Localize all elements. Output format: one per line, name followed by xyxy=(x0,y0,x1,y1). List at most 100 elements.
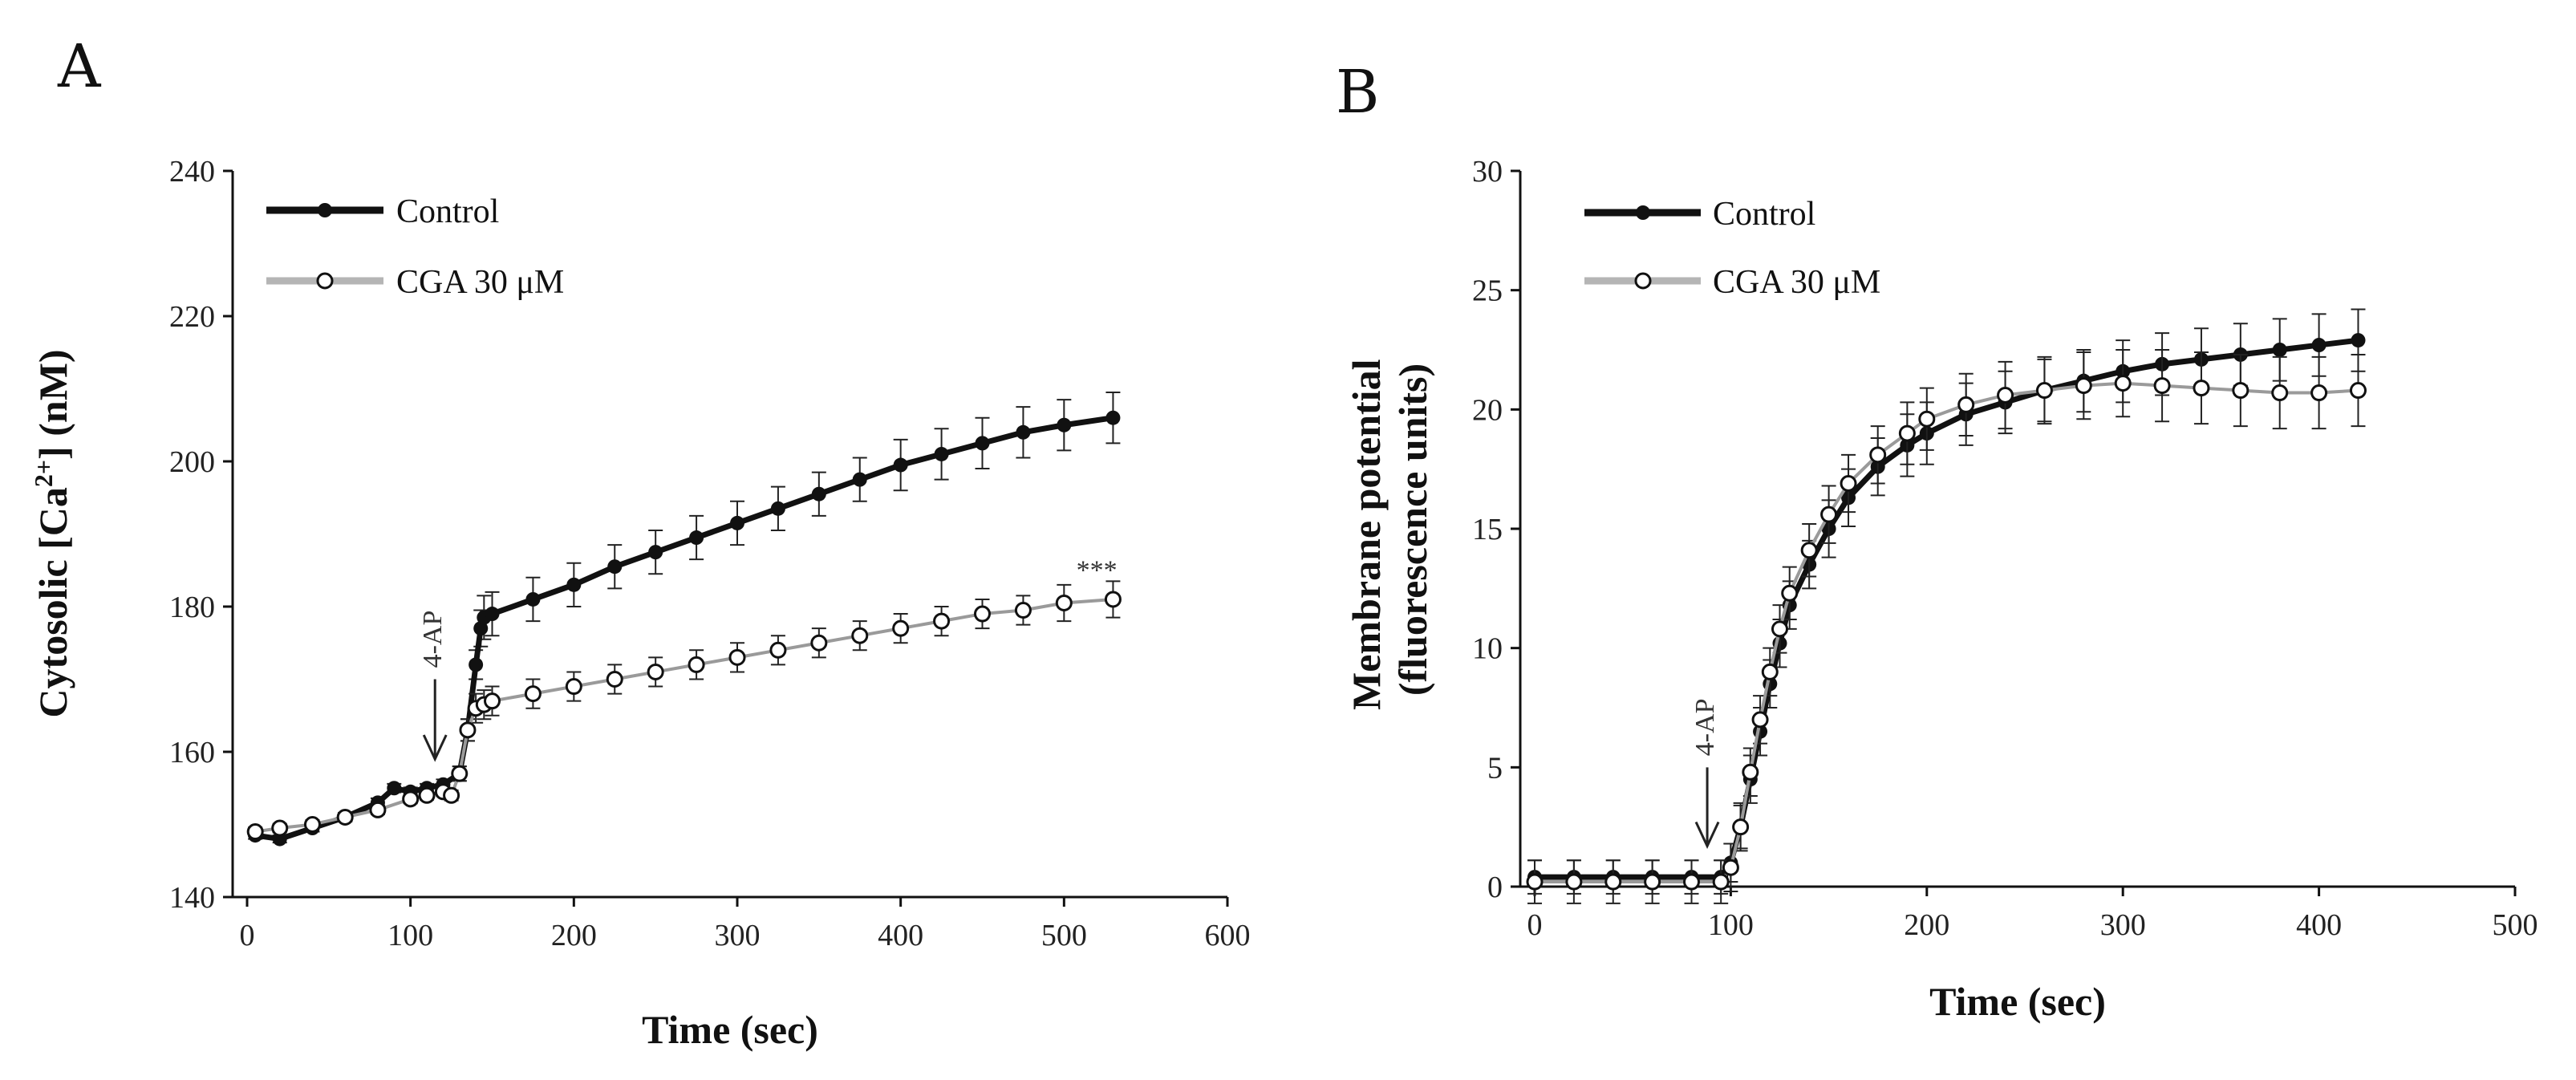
panel-b-x-tick-label: 100 xyxy=(1708,908,1754,942)
panel-b-x-ticks: 0 100 200 300 400 500 xyxy=(1527,887,2538,942)
panel-b-y-tick-label: 15 xyxy=(1472,513,1503,546)
panel-a-x-tick-label: 400 xyxy=(878,919,923,952)
panel-a-control-point xyxy=(689,530,704,546)
panel-a-cga-point xyxy=(1055,594,1073,611)
panel-a-control-point xyxy=(469,657,484,672)
panel-b-letter: B xyxy=(1336,58,1379,127)
panel-a-control-point xyxy=(770,501,785,516)
panel-a-x-ticks: 0 100 200 300 400 500 600 xyxy=(240,897,1251,952)
panel-a-4ap-annotation: 4-AP xyxy=(418,611,448,762)
panel-b-cga-point xyxy=(1732,818,1750,836)
panel-a-cga-point xyxy=(369,801,387,818)
panel-a-4ap-label: 4-AP xyxy=(418,611,448,668)
panel-a-cga-point xyxy=(1014,602,1032,619)
panel-a-y-tick-label: 180 xyxy=(169,591,215,624)
panel-b-cga-point xyxy=(2232,382,2249,400)
panel-b-cga-point xyxy=(1840,475,1857,493)
panel-a-cga-point xyxy=(933,612,951,630)
panel-a-cga-point xyxy=(688,656,705,673)
panel-a-cga-point xyxy=(565,678,582,696)
panel-a-control-point xyxy=(934,446,949,461)
panel-a-cga-point xyxy=(647,663,664,680)
panel-b-cga-line xyxy=(1535,381,2359,884)
panel-a-control-point xyxy=(525,591,541,607)
panel-a-x-tick-label: 200 xyxy=(551,919,597,952)
panel-a-control-point xyxy=(387,781,402,796)
panel-a-x-tick-label: 300 xyxy=(715,919,761,952)
panel-b-series xyxy=(1526,308,2367,904)
panel-b-y-tick-label: 25 xyxy=(1472,274,1503,308)
panel-b-control-point xyxy=(2311,338,2327,353)
panel-a-significance-marker: *** xyxy=(1077,556,1118,586)
panel-a: A 140 160 180 200 220 240 0 100 200 300 400 500 600… xyxy=(29,32,1251,1052)
panel-b-x-tick-label: 400 xyxy=(2296,908,2342,942)
panel-b-cga-point xyxy=(1957,396,1975,413)
panel-b-control-point xyxy=(2272,343,2287,357)
panel-a-cga-point xyxy=(524,685,542,703)
panel-a-cga-point xyxy=(851,627,869,644)
panel-b-x-axis-title: Time (sec) xyxy=(1929,979,2106,1024)
panel-b-legend: Control CGA 30 μM xyxy=(1584,196,1880,301)
panel-b-cga-point xyxy=(1712,873,1730,891)
panel-a-cga-point xyxy=(303,816,321,833)
legend-cga-label: CGA 30 μM xyxy=(1713,264,1880,301)
panel-b-control-point xyxy=(2351,333,2366,348)
panel-b-cga-point xyxy=(1918,410,1936,428)
panel-a-control-point xyxy=(566,577,582,592)
panel-b-y-ticks: 0 5 10 15 20 25 30 xyxy=(1472,155,1520,904)
panel-a-4ap-arrowhead xyxy=(422,734,448,762)
panel-b-cga-point xyxy=(1644,873,1661,891)
panel-a-control-point xyxy=(975,436,990,451)
panel-b-cga-point xyxy=(1898,424,1916,442)
panel-a-series xyxy=(246,392,1122,847)
legend-control-marker xyxy=(1636,205,1650,220)
panel-a-y-tick-label: 240 xyxy=(169,155,215,189)
panel-a-control-point xyxy=(1016,424,1031,440)
panel-b-cga-point xyxy=(2271,384,2289,402)
panel-a-cga-point xyxy=(271,819,289,837)
panel-a-x-tick-label: 600 xyxy=(1205,919,1251,952)
panel-b-y-tick-label: 20 xyxy=(1472,393,1503,427)
panel-a-series-control xyxy=(248,392,1121,847)
panel-b-cga-point xyxy=(1751,711,1769,729)
panel-a-x-tick-label: 0 xyxy=(240,919,255,952)
panel-a-y-tick-label: 140 xyxy=(169,881,215,915)
panel-b-cga-point xyxy=(2193,380,2210,397)
panel-a-cga-point xyxy=(728,648,746,666)
panel-b-cga-point xyxy=(2114,375,2132,392)
panel-a-cga-point xyxy=(402,790,420,808)
panel-a-control-point xyxy=(648,545,663,560)
panel-a-legend: Control CGA 30 μM xyxy=(266,193,564,301)
panel-a-x-axis-title: Time (sec) xyxy=(642,1007,818,1052)
panel-b-y-tick-label: 5 xyxy=(1487,751,1503,785)
legend-cga-label: CGA 30 μM xyxy=(396,264,564,301)
panel-a-cga-point xyxy=(769,641,787,659)
panel-b-control-line xyxy=(1535,337,2359,880)
panel-b: B 0 5 10 15 20 25 30 0 100 200 300 400 500 Membrane… xyxy=(1336,58,2538,1024)
panel-a-cga-point xyxy=(484,692,501,710)
panel-b-4ap-label: 4-AP xyxy=(1690,698,1720,756)
panel-b-cga-point xyxy=(2153,377,2171,395)
panel-b-4ap-annotation: 4-AP xyxy=(1690,698,1720,849)
panel-a-cga-point xyxy=(451,765,469,782)
panel-b-y-tick-label: 0 xyxy=(1487,871,1503,904)
panel-a-cga-point xyxy=(1104,591,1122,608)
panel-a-control-point xyxy=(852,472,867,487)
panel-b-x-tick-label: 500 xyxy=(2493,908,2538,942)
panel-a-x-tick-label: 100 xyxy=(387,919,433,952)
panel-b-y-axis-title-line1: Membrane potential xyxy=(1344,359,1389,710)
panel-a-cga-point xyxy=(974,605,991,623)
panel-a-series-cga xyxy=(246,580,1122,841)
panel-a-control-point xyxy=(893,457,908,473)
panel-a-x-tick-label: 500 xyxy=(1041,919,1087,952)
panel-b-cga-point xyxy=(1526,873,1544,891)
legend-control-label: Control xyxy=(1713,196,1815,233)
panel-b-cga-point xyxy=(1781,584,1799,602)
panel-b-x-tick-label: 200 xyxy=(1904,908,1949,942)
panel-b-cga-point xyxy=(1820,505,1838,523)
panel-b-y-tick-label: 10 xyxy=(1472,632,1503,666)
panel-b-y-axis-title-line2: (fluorescence units) xyxy=(1390,363,1435,696)
panel-b-cga-point xyxy=(2349,382,2367,400)
panel-b-cga-point xyxy=(1742,763,1759,781)
